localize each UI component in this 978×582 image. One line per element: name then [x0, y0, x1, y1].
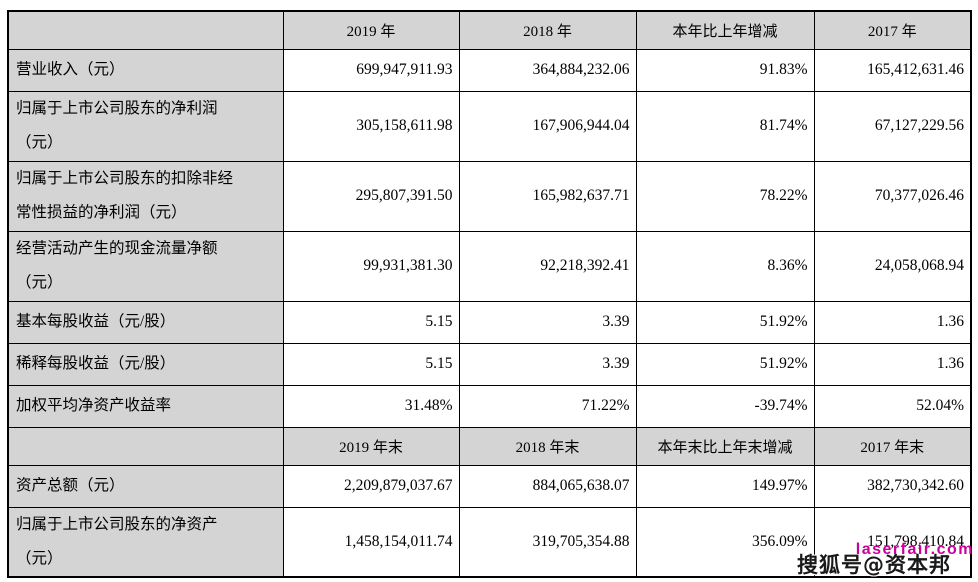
- value-cell: 8.36%: [635, 230, 815, 302]
- header-cell: 2017 年: [813, 10, 972, 50]
- value-cell: 70,377,026.46: [813, 160, 972, 232]
- row-label-cell: 资产总额（元）: [7, 464, 284, 508]
- value-cell: 91.83%: [635, 48, 815, 92]
- value-cell: 295,807,391.50: [282, 160, 460, 232]
- row-label-cell: 归属于上市公司股东的净资产 （元）: [7, 506, 284, 578]
- value-cell: 1,458,154,011.74: [282, 506, 460, 578]
- value-cell: -39.74%: [635, 384, 815, 428]
- table-row: 归属于上市公司股东的净利润 （元） 305,158,611.98 167,906,9…: [7, 90, 972, 162]
- table-row: 资产总额（元） 2,209,879,037.67 884,065,638.07 149…: [7, 464, 972, 508]
- value-cell: 1.36: [813, 300, 972, 344]
- row-label-cell: 归属于上市公司股东的扣除非经 常性损益的净利润（元）: [7, 160, 284, 232]
- value-cell: 51.92%: [635, 342, 815, 386]
- value-cell: 305,158,611.98: [282, 90, 460, 162]
- value-cell: 24,058,068.94: [813, 230, 972, 302]
- value-cell: 5.15: [282, 300, 460, 344]
- row-label-cell: 营业收入（元）: [7, 48, 284, 92]
- value-cell: 167,906,944.04: [458, 90, 637, 162]
- value-cell: 51.92%: [635, 300, 815, 344]
- watermark-site: laserfair.com: [855, 541, 974, 558]
- table-row: 归属于上市公司股东的净资产 （元） 1,458,154,011.74 319,705…: [7, 506, 972, 578]
- value-cell: 5.15: [282, 342, 460, 386]
- header-cell: 本年末比上年末增减: [635, 426, 815, 466]
- table-row: 营业收入（元） 699,947,911.93 364,884,232.06 91.83…: [7, 48, 972, 92]
- table-row: 基本每股收益（元/股） 5.15 3.39 51.92% 1.36: [7, 300, 972, 344]
- header-cell: [7, 426, 284, 466]
- value-cell: 2,209,879,037.67: [282, 464, 460, 508]
- table-row: 稀释每股收益（元/股） 5.15 3.39 51.92% 1.36: [7, 342, 972, 386]
- value-cell: 151,798,410.84: [813, 506, 972, 578]
- value-cell: 99,931,381.30: [282, 230, 460, 302]
- header-cell: 2017 年末: [813, 426, 972, 466]
- value-cell: 52.04%: [813, 384, 972, 428]
- header-cell: 2018 年末: [458, 426, 637, 466]
- value-cell: 92,218,392.41: [458, 230, 637, 302]
- table-row: 经营活动产生的现金流量净额 （元） 99,931,381.30 92,218,392…: [7, 230, 972, 302]
- header-cell: 本年比上年增减: [635, 10, 815, 50]
- value-cell: 3.39: [458, 300, 637, 344]
- table-row: 加权平均净资产收益率 31.48% 71.22% -39.74% 52.04%: [7, 384, 972, 428]
- row-label-cell: 稀释每股收益（元/股）: [7, 342, 284, 386]
- value-cell: 1.36: [813, 342, 972, 386]
- value-cell: 3.39: [458, 342, 637, 386]
- value-cell: 81.74%: [635, 90, 815, 162]
- value-cell: 364,884,232.06: [458, 48, 637, 92]
- header-cell: 2019 年末: [282, 426, 460, 466]
- value-cell: 149.97%: [635, 464, 815, 508]
- value-cell: 884,065,638.07: [458, 464, 637, 508]
- table-header-row: 2019 年末 2018 年末 本年末比上年末增减 2017 年末: [7, 426, 972, 466]
- value-cell: 699,947,911.93: [282, 48, 460, 92]
- financial-summary-table: 2019 年 2018 年本年比上年增减 2017 年营业收入（元） 699,947,…: [7, 10, 972, 578]
- financial-summary-table-body: 2019 年 2018 年本年比上年增减 2017 年营业收入（元） 699,947,…: [7, 10, 972, 578]
- row-label-cell: 加权平均净资产收益率: [7, 384, 284, 428]
- value-cell: 78.22%: [635, 160, 815, 232]
- value-cell: 356.09%: [635, 506, 815, 578]
- header-cell: 2019 年: [282, 10, 460, 50]
- row-label-cell: 经营活动产生的现金流量净额 （元）: [7, 230, 284, 302]
- table-row: 归属于上市公司股东的扣除非经 常性损益的净利润（元） 295,807,391.50…: [7, 160, 972, 232]
- row-label-cell: 归属于上市公司股东的净利润 （元）: [7, 90, 284, 162]
- value-cell: 71.22%: [458, 384, 637, 428]
- row-label-cell: 基本每股收益（元/股）: [7, 300, 284, 344]
- value-cell: 67,127,229.56: [813, 90, 972, 162]
- header-cell: 2018 年: [458, 10, 637, 50]
- value-cell: 319,705,354.88: [458, 506, 637, 578]
- watermark-account: 搜狐号@资本邦: [797, 553, 951, 577]
- value-cell: 165,412,631.46: [813, 48, 972, 92]
- header-cell: [7, 10, 284, 50]
- value-cell: 382,730,342.60: [813, 464, 972, 508]
- value-cell: 31.48%: [282, 384, 460, 428]
- table-header-row: 2019 年 2018 年本年比上年增减 2017 年: [7, 10, 972, 50]
- value-cell: 165,982,637.71: [458, 160, 637, 232]
